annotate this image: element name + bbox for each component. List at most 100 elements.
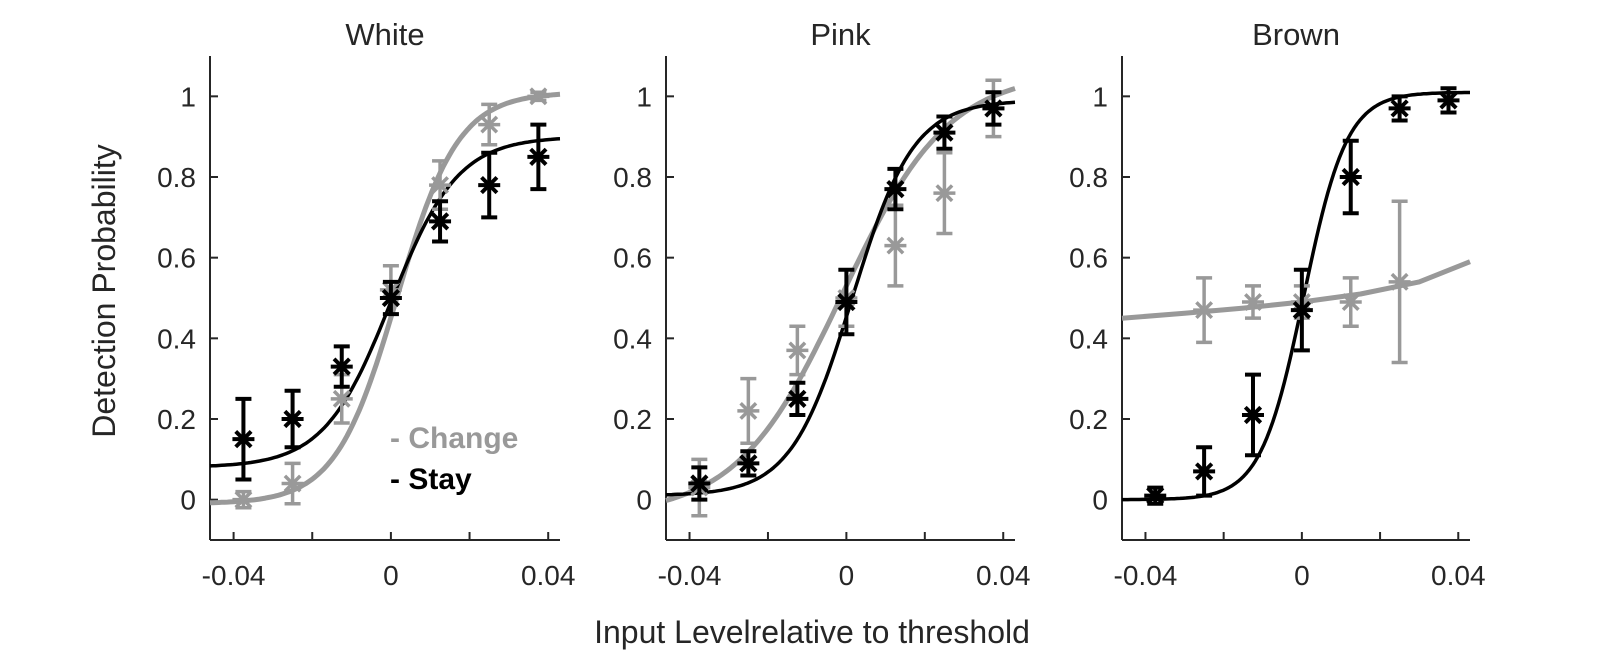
panel-title: Brown [1252,17,1340,52]
marker-stroke [886,236,905,255]
y-tick-label: 0.8 [157,162,196,193]
y-tick-label: 1 [1092,81,1108,112]
marker-stroke [935,184,954,203]
y-tick-label: 0.2 [613,404,652,435]
data-point-stay [429,199,452,244]
marker-stroke [332,389,351,408]
y-tick-label: 0.8 [613,162,652,193]
marker-stroke [935,123,954,142]
x-tick-label: 0.04 [521,560,576,591]
y-tick-label: 1 [180,81,196,112]
panel-brown: 0 0.2 0.4 0.6 0.8 1 -0.04 0 0.04 Brown [1069,17,1485,591]
data-point-change [737,376,760,445]
marker-stroke [837,292,856,312]
data-point-stay [330,344,353,389]
marker-stroke [1292,300,1311,320]
x-tick-label: 0 [839,560,855,591]
legend-change: - Change [390,422,518,455]
marker-stroke [332,357,351,376]
data-point-change [281,461,304,506]
y-tick-label: 0 [1092,485,1108,516]
data-point-change [1193,276,1216,345]
marker-stroke [984,99,1003,118]
marker-stroke [788,389,807,408]
data-point-change [884,203,907,288]
data-point-change [478,102,501,147]
marker-stroke [283,409,302,429]
data-point-stay [835,267,858,337]
data-point-change [1339,276,1362,328]
y-tick-label: 0 [180,485,196,516]
data-point-change [1388,199,1411,365]
data-point-stay [884,166,907,212]
marker-stroke [1439,91,1458,110]
marker-stroke [886,179,905,199]
legend-stay: - Stay [390,463,472,496]
y-axis-label: Detection Probability [86,144,122,437]
marker-stroke [1244,293,1262,311]
y-tick-label: 0.2 [157,404,196,435]
fit-curve-stay [209,137,561,468]
data-point-change [232,489,255,510]
data-point-stay [688,465,711,502]
marker-stroke [234,430,253,449]
marker-stroke [1195,301,1214,320]
marker-stroke [283,474,302,493]
panel-pink: 0 0.2 0.4 0.6 0.8 1 -0.04 0 0.04 Pink [613,17,1030,591]
data-point-change [1241,284,1264,320]
y-tick-label: 1 [636,81,652,112]
data-point-stay [1339,138,1362,216]
y-tick-label: 0.4 [157,323,196,354]
panels: 00.20.40.60.81-0.04 0 0.04White00.20.40.60… [157,17,1485,591]
marker-stroke [430,212,450,231]
x-tick-label: 0 [383,560,399,591]
marker-stroke [739,454,758,473]
marker-stroke [480,115,499,134]
y-tick-label: 0.6 [1069,243,1108,274]
marker-stroke [234,490,253,509]
marker-stroke [381,288,401,308]
data-point-stay [1241,372,1264,458]
data-point-stay [982,90,1005,127]
marker-stroke [1243,405,1263,425]
marker-stroke [690,474,709,493]
data-point-stay [737,449,760,478]
marker-stroke [529,87,548,106]
marker-stroke [431,176,449,195]
y-tick-label: 0.6 [157,243,196,274]
x-tick-label: 0.04 [1431,560,1486,591]
x-tick-label: 0.04 [976,560,1031,591]
data-point-change [933,151,956,236]
data-point-stay [1290,267,1313,353]
x-axis-label: Input Levelrelative to threshold [594,614,1030,650]
marker-stroke [480,175,499,195]
x-tick-label: -0.04 [202,560,266,591]
data-point-change [786,324,809,377]
data-point-stay [1388,94,1411,123]
data-point-stay [933,114,956,151]
data-point-stay [1193,445,1216,498]
data-point-stay [478,150,501,220]
marker-stroke [788,341,807,360]
panel-title: White [345,17,424,52]
data-point-stay [786,380,809,417]
data-point-change [527,87,550,106]
marker-stroke [1194,462,1214,481]
marker-stroke [1146,486,1165,505]
y-tick-label: 0 [636,485,652,516]
marker-stroke [1341,167,1360,187]
marker-stroke [1390,99,1409,118]
fit-curve-change [209,91,561,506]
panel-title: Pink [810,17,871,52]
y-tick-label: 0.6 [613,243,652,274]
marker-stroke [1390,272,1409,291]
x-tick-label: -0.04 [1114,560,1178,591]
marker-stroke [529,147,548,166]
x-tick-label: -0.04 [658,560,722,591]
y-tick-label: 0.8 [1069,162,1108,193]
data-point-stay [379,279,402,317]
data-point-stay [1144,485,1167,506]
marker-stroke [739,401,758,420]
x-tick-label: 0 [1294,560,1310,591]
